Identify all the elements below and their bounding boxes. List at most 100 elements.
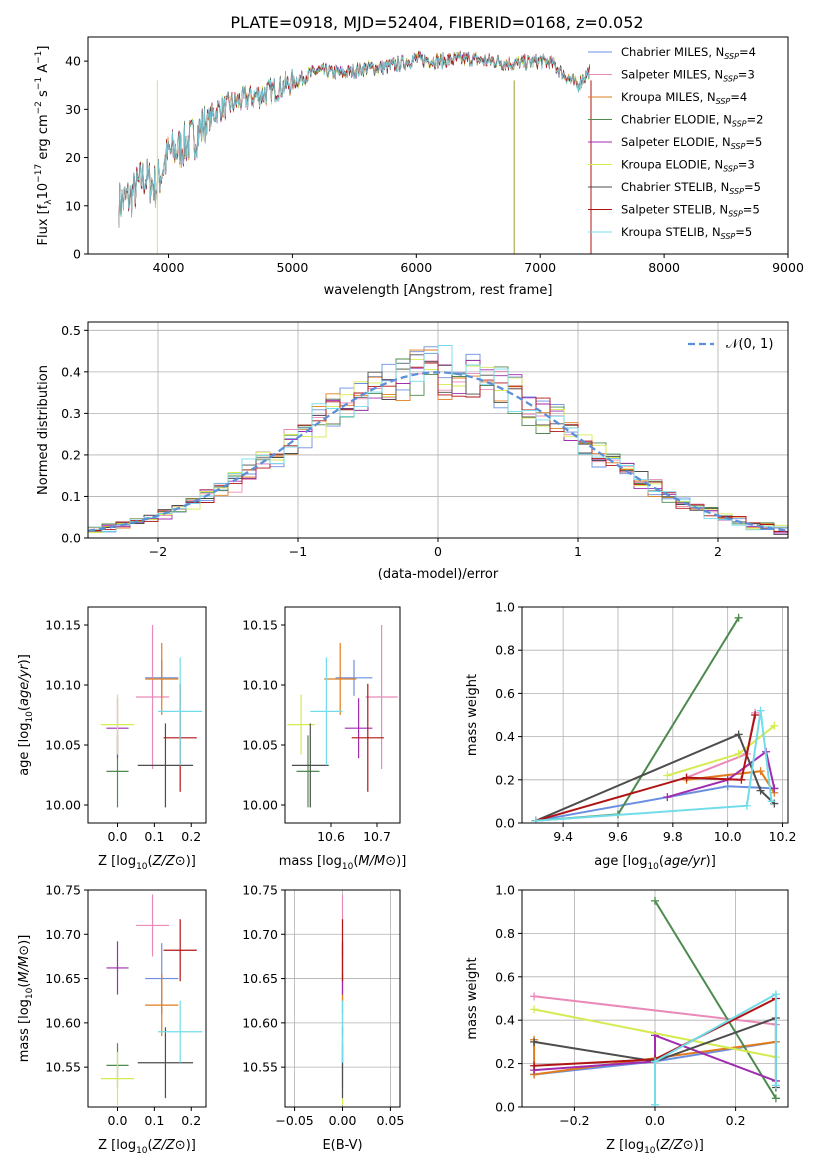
x-tick-label: 0.0 [108, 829, 128, 844]
y-tick-label: 0.4 [495, 1013, 515, 1028]
legend-entry: Kroupa ELODIE, NSSP=3 [621, 158, 755, 174]
y-tick-label: 10.05 [45, 738, 81, 753]
y-tick-label: 0.0 [495, 1100, 515, 1115]
errorbar-point [163, 919, 197, 982]
legend-entry: Kroupa STELIB, NSSP=5 [621, 225, 752, 241]
spectrum-plot [118, 50, 592, 254]
legend-entry: Kroupa MILES, NSSP=4 [621, 90, 747, 106]
x-tick-label: 0 [434, 544, 442, 559]
histogram-plot [88, 345, 788, 538]
y-tick-label: 20 [65, 150, 81, 165]
x-tick-label: 10.7 [363, 829, 391, 844]
x-axis-label: Z [log10(Z/Z⊙)] [606, 1138, 704, 1156]
x-axis-label: (data-model)/error [378, 567, 499, 582]
x-tick-label: 0.1 [144, 1113, 164, 1128]
x-tick-label: 10.6 [317, 829, 345, 844]
y-tick-label: 0.0 [61, 531, 81, 546]
y-tick-label: 10.65 [242, 971, 278, 986]
y-tick-label: 0.4 [495, 729, 515, 744]
weight-series-chabrier-elodie [654, 900, 777, 1099]
x-axis-label: wavelength [Angstrom, rest frame] [324, 283, 553, 298]
weight-marker [531, 816, 540, 823]
spectrum-line-kroupa-stelib [118, 52, 590, 228]
weight-series-chabrier-miles [535, 785, 775, 822]
y-tick-label: 0.4 [61, 364, 81, 379]
weight-marker [756, 767, 765, 776]
y-axis-label: mass weight [465, 674, 480, 756]
x-axis-label: Z [log10(Z/Z⊙)] [98, 1138, 196, 1156]
axes-spectrum: 4000 5000 6000 7000 8000 9000 0 10 20 30 40 wavelen… [34, 36, 804, 298]
legend-entry: Salpeter STELIB, NSSP=5 [621, 203, 760, 219]
axes-frame [87, 321, 789, 539]
errorbar-point [351, 683, 384, 792]
normal-curve [88, 371, 788, 532]
x-tick-label: 0.2 [181, 829, 201, 844]
y-tick-label: 10 [65, 198, 81, 213]
axes-frame [284, 606, 401, 824]
y-axis-label: mass weight [465, 957, 480, 1039]
axes-frame [87, 36, 789, 255]
legend-entry: Salpeter ELODIE, NSSP=5 [621, 135, 762, 151]
weight-marker [530, 992, 539, 1001]
weight-marker [651, 1057, 659, 1066]
errorbar-point [100, 1052, 135, 1106]
errorbar-plot [287, 625, 398, 808]
weight-marker [756, 786, 765, 795]
weight-marker [651, 1100, 659, 1107]
x-tick-label: 0.2 [181, 1113, 201, 1128]
errorbar-point [106, 941, 129, 995]
histogram-step-kroupa-stelib [88, 345, 788, 538]
legend-entry: Salpeter MILES, NSSP=3 [621, 68, 755, 84]
weight-marker [751, 711, 760, 719]
weight-series-chabrier-stelib [535, 733, 775, 822]
x-tick-label: 10.0 [714, 829, 742, 844]
axes-frame [521, 889, 789, 1108]
x-axis-label: E(B-V) [322, 1138, 362, 1153]
weight-marker [734, 613, 743, 622]
y-tick-label: 0.2 [495, 1056, 515, 1071]
weight-marker [742, 801, 751, 810]
x-tick-label: 0.00 [329, 1113, 357, 1128]
y-tick-label: 10.15 [242, 618, 278, 633]
weight-series-kroupa-elodie [533, 1008, 777, 1059]
weight-series-kroupa-stelib [535, 710, 773, 822]
x-tick-label: 8000 [648, 260, 680, 275]
y-tick-label: 0.8 [495, 926, 515, 941]
weight-series-salpeter-elodie [667, 749, 776, 799]
weight-series-salpeter-stelib [535, 714, 757, 822]
y-tick-label: 0.2 [495, 772, 515, 787]
legend-entry: Chabrier MILES, NSSP=4 [621, 45, 756, 61]
weight-series-kroupa-stelib [654, 992, 777, 1105]
weight-marker [663, 793, 672, 802]
x-tick-label: −0.2 [559, 1113, 589, 1128]
x-tick-label: 9.8 [663, 829, 683, 844]
y-tick-label: 10.60 [45, 1015, 81, 1030]
y-tick-label: 10.60 [242, 1015, 278, 1030]
errorbar-point [158, 657, 203, 766]
y-tick-label: 10.05 [242, 738, 278, 753]
weight-plot [530, 896, 780, 1107]
axes-weight_vs_Z: −0.2 0.0 0.2 0.0 0.2 0.4 0.6 0.8 1.0 Z [log10(Z/Z… [465, 883, 789, 1156]
x-tick-label: 10.2 [769, 829, 797, 844]
legend-entry: Chabrier STELIB, NSSP=5 [621, 180, 761, 196]
weight-marker [770, 721, 779, 730]
x-tick-label: 0.1 [144, 829, 164, 844]
errorbar-point [335, 659, 373, 696]
y-tick-label: 10.00 [242, 798, 278, 813]
y-tick-label: 40 [65, 54, 81, 69]
axes-residuals: −2 −1 0 1 2 0.0 0.1 0.2 0.3 0.4 0.5 𝒩(0, 1) (data-mo… [36, 321, 789, 582]
weight-marker [530, 1061, 539, 1070]
errorbar-point [137, 723, 194, 808]
weight-marker [771, 1081, 780, 1090]
weight-marker [756, 706, 765, 715]
y-tick-label: 10.55 [242, 1060, 278, 1075]
errorbar-point [100, 694, 135, 755]
x-tick-label: 2 [714, 544, 722, 559]
y-tick-label: 0.3 [61, 406, 81, 421]
errorbar-point [137, 1027, 194, 1099]
weight-marker [530, 1005, 539, 1014]
legend-normal-label: 𝒩(0, 1) [726, 337, 773, 352]
y-tick-label: 10.75 [242, 883, 278, 898]
y-tick-label: 0.2 [61, 447, 81, 462]
x-tick-label: −1 [289, 544, 307, 559]
